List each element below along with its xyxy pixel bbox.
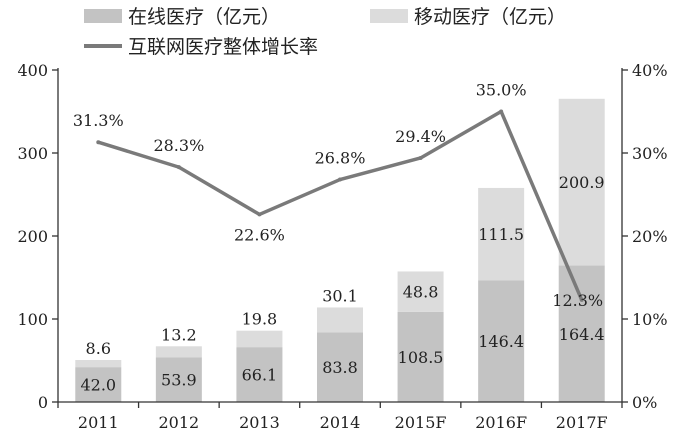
bar-mobile-2013 xyxy=(236,330,283,348)
line-label-2015F: 29.4% xyxy=(395,127,446,146)
legend-label-mobile: 移动医疗（亿元） xyxy=(414,6,566,28)
growth-point-2014 xyxy=(338,177,342,182)
axes-layer: 0 100 200 300 400 0% 10% 20% 30% 40% 2011 2012 2013 2… xyxy=(17,61,667,432)
y-right-tick-label-0: 0% xyxy=(632,393,657,412)
bar-label-mobile-2014: 30.1 xyxy=(322,286,358,305)
bar-label-online-2014: 83.8 xyxy=(322,358,358,377)
bar-label-online-2016F: 146.4 xyxy=(478,332,524,351)
line-label-2012: 28.3% xyxy=(153,136,204,155)
x-tick-label-2012: 2012 xyxy=(158,413,199,432)
x-tick-label-2011: 2011 xyxy=(78,413,119,432)
bar-mobile-2012 xyxy=(155,346,202,358)
bar-label-online-2015F: 108.5 xyxy=(398,348,444,367)
bar-mobile-2011 xyxy=(75,360,122,368)
x-tick-label-2016F: 2016F xyxy=(475,413,527,432)
bar-mobile-2016F xyxy=(478,187,525,281)
y-right-tick-label-10: 10% xyxy=(632,310,668,329)
growth-point-2011 xyxy=(96,140,101,145)
y-right-tick-label-20: 20% xyxy=(632,227,668,246)
bar-mobile-2014 xyxy=(317,307,363,333)
bar-label-mobile-2015F: 48.8 xyxy=(403,283,439,302)
growth-point-2017F xyxy=(579,297,584,302)
y-left-tick-label-200: 200 xyxy=(17,227,48,246)
y-right-tick-label-30: 30% xyxy=(632,144,668,163)
growth-point-2012 xyxy=(176,165,181,170)
y-left-tick-label-0: 0 xyxy=(38,393,48,412)
y-left-tick-label-400: 400 xyxy=(17,61,48,80)
bar-online-2015F xyxy=(397,311,444,402)
legend: 在线医疗（亿元） 移动医疗（亿元） 互联网医疗整体增长率 xyxy=(84,6,566,58)
legend-swatch-mobile xyxy=(370,9,408,23)
legend-label-growth: 互联网医疗整体增长率 xyxy=(128,36,318,58)
bar-mobile-2017F xyxy=(558,98,605,266)
x-tick-label-2017F: 2017F xyxy=(556,413,608,432)
bar-online-2011 xyxy=(75,367,122,402)
growth-point-2015F xyxy=(418,155,423,160)
line-label-2017F: 12.3% xyxy=(552,291,603,310)
labels-layer: 42.0 8.6 53.9 13.2 66.1 19.8 83.8 30.1 108.5 48.8… xyxy=(73,81,605,395)
y-right-tick-label-40: 40% xyxy=(632,61,668,80)
bar-mobile-2015F xyxy=(397,271,444,312)
bar-label-mobile-2011: 8.6 xyxy=(86,339,111,358)
growth-point-2016F xyxy=(499,109,504,114)
y-left-tick-label-300: 300 xyxy=(17,144,48,163)
legend-label-online: 在线医疗（亿元） xyxy=(128,6,280,28)
line-label-2014: 26.8% xyxy=(315,149,366,168)
bar-online-2014 xyxy=(317,332,363,402)
bar-label-online-2017F: 164.4 xyxy=(559,325,605,344)
bar-online-2013 xyxy=(236,347,283,402)
bar-label-mobile-2016F: 111.5 xyxy=(478,225,524,244)
bar-label-online-2013: 66.1 xyxy=(242,366,278,385)
bars-layer xyxy=(75,98,605,402)
bar-label-mobile-2012: 13.2 xyxy=(161,325,197,344)
line-label-2011: 31.3% xyxy=(73,111,124,130)
y-left-tick-label-100: 100 xyxy=(17,310,48,329)
x-tick-label-2013: 2013 xyxy=(239,413,280,432)
bar-label-online-2011: 42.0 xyxy=(80,376,116,395)
bar-label-mobile-2017F: 200.9 xyxy=(559,173,605,192)
bar-online-2016F xyxy=(478,280,525,402)
bar-online-2012 xyxy=(155,357,202,402)
line-label-2013: 22.6% xyxy=(234,225,285,244)
growth-line-layer xyxy=(96,109,584,302)
legend-swatch-online xyxy=(84,9,122,23)
x-tick-label-2015F: 2015F xyxy=(395,413,447,432)
bar-label-online-2012: 53.9 xyxy=(161,371,197,390)
growth-point-2013 xyxy=(257,212,262,217)
bar-label-mobile-2013: 19.8 xyxy=(242,310,278,329)
x-tick-label-2014: 2014 xyxy=(320,413,361,432)
bar-online-2017F xyxy=(558,265,605,402)
line-label-2016F: 35.0% xyxy=(476,81,527,100)
